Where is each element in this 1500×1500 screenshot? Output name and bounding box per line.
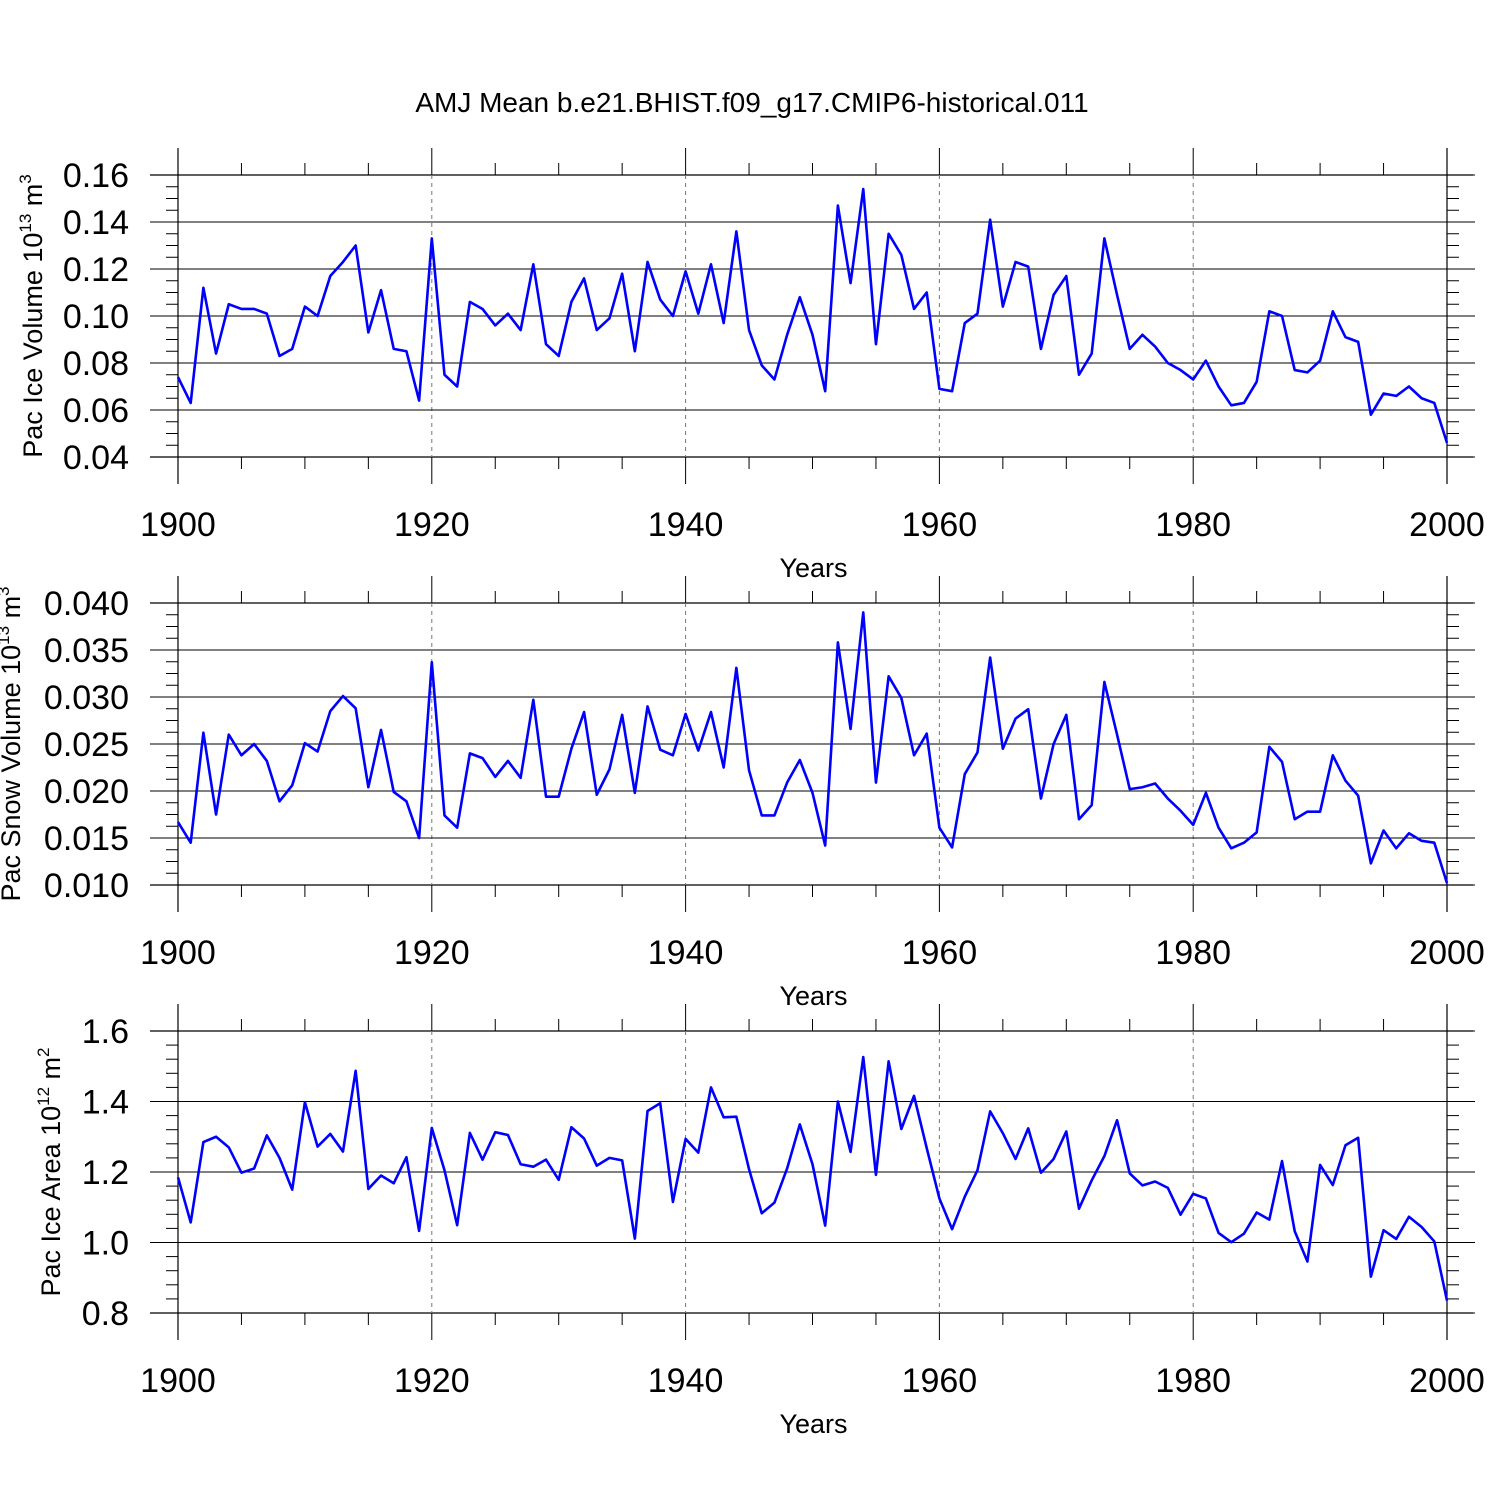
y-tick-label: 0.14 [63, 204, 129, 242]
x-tick-label: 1940 [648, 934, 724, 972]
x-tick-label: 1980 [1155, 934, 1231, 972]
x-axis-title: Years [779, 1409, 847, 1439]
y-axis-title: Pac Ice Volume 1013 m3 [16, 174, 48, 458]
x-tick-label: 1900 [140, 1362, 216, 1400]
y-tick-label: 0.10 [63, 298, 129, 336]
panels: 1900 1920 1940 1960 1980 2000 0.04 0.06 0.08 0.10… [0, 148, 1485, 1439]
x-axis-title: Years [779, 981, 847, 1011]
y-tick-label: 0.015 [44, 820, 129, 858]
series-line [176, 611, 1449, 884]
x-tick-label: 1960 [902, 1362, 978, 1400]
y-tick-label: 0.035 [44, 632, 129, 670]
x-tick-label: 2000 [1409, 934, 1485, 972]
y-tick-label: 0.16 [63, 157, 129, 195]
y-tick-label: 0.025 [44, 726, 129, 764]
y-tick-label: 0.04 [63, 439, 129, 477]
y-tick-label: 0.8 [82, 1295, 129, 1333]
y-tick-label: 0.12 [63, 251, 129, 289]
panel-1: 1900 1920 1940 1960 1980 2000 0.04 0.06 0.08 0.10… [16, 148, 1485, 583]
x-tick-label: 1900 [140, 934, 216, 972]
y-tick-label: 0.08 [63, 345, 129, 383]
x-tick-label: 1980 [1155, 506, 1231, 544]
x-tick-label: 2000 [1409, 506, 1485, 544]
panel-2: 1900 1920 1940 1960 1980 2000 0.010 0.015 0.020 0… [0, 576, 1485, 1011]
x-tick-label: 1960 [902, 934, 978, 972]
x-axis-title: Years [779, 553, 847, 583]
x-tick-label: 1980 [1155, 1362, 1231, 1400]
series-line [176, 1055, 1449, 1301]
y-tick-label: 0.06 [63, 392, 129, 430]
y-tick-label: 0.030 [44, 679, 129, 717]
y-tick-label: 1.6 [82, 1013, 129, 1051]
x-tick-label: 1920 [394, 934, 470, 972]
x-tick-label: 2000 [1409, 1362, 1485, 1400]
y-tick-label: 1.4 [82, 1084, 129, 1122]
series-line [176, 187, 1449, 444]
x-tick-label: 1900 [140, 506, 216, 544]
figure-title: AMJ Mean b.e21.BHIST.f09_g17.CMIP6-histo… [415, 87, 1088, 118]
x-tick-label: 1920 [394, 506, 470, 544]
panel-3: 1900 1920 1940 1960 1980 2000 0.8 1.0 1.2 1.4 1.6 Y… [34, 1004, 1485, 1439]
x-tick-label: 1960 [902, 506, 978, 544]
y-axis-title: Pac Snow Volume 1013 m3 [0, 586, 26, 901]
x-tick-label: 1920 [394, 1362, 470, 1400]
y-tick-label: 0.020 [44, 773, 129, 811]
y-tick-label: 1.0 [82, 1225, 129, 1263]
x-tick-label: 1940 [648, 1362, 724, 1400]
y-tick-label: 0.010 [44, 867, 129, 905]
y-tick-label: 0.040 [44, 585, 129, 623]
y-tick-label: 1.2 [82, 1154, 129, 1192]
x-tick-label: 1940 [648, 506, 724, 544]
y-axis-title: Pac Ice Area 1012 m2 [34, 1047, 66, 1296]
